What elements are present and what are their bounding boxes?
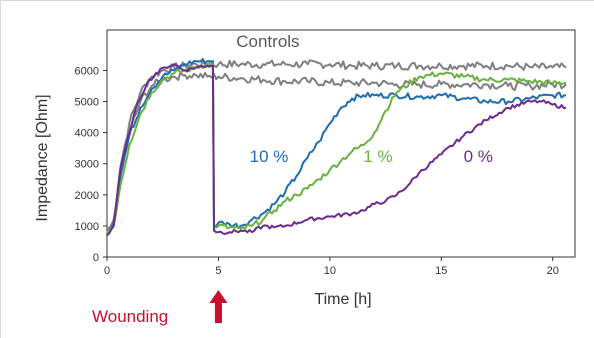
annotation-label: Controls	[236, 32, 299, 51]
frame-left-border	[0, 0, 1, 338]
frame-top-border	[0, 0, 594, 1]
annotation-label: 1 %	[363, 147, 392, 166]
series-line-zero-percent	[106, 63, 567, 236]
series-line-controls	[106, 71, 567, 235]
y-tick-label: 3000	[75, 159, 99, 171]
x-tick-label: 0	[104, 265, 110, 277]
x-tick-label: 15	[435, 265, 447, 277]
annotation-label: 10 %	[250, 147, 289, 166]
series-line-ten-percent	[106, 58, 567, 236]
x-tick-label: 5	[215, 265, 221, 277]
wounding-arrow-shape	[209, 290, 228, 323]
series-layer	[106, 58, 567, 236]
annotation-label: 0 %	[464, 147, 493, 166]
plot-frame	[106, 29, 576, 258]
series-line-controls	[106, 59, 567, 236]
y-tick-label: 6000	[75, 65, 99, 77]
wounding-label: Wounding	[92, 307, 168, 326]
labels-layer: Time [h] Impedance [Ohm] Wounding Contro…	[34, 32, 493, 326]
y-tick-label: 1000	[75, 221, 99, 233]
x-tick-label: 20	[547, 265, 559, 277]
wounding-arrow-icon	[209, 290, 228, 323]
axes-layer: 0 1000 2000 3000 4000 5000 6000 0 5 10 15 20	[75, 29, 576, 277]
y-tick-label: 5000	[75, 97, 99, 109]
y-tick-label: 2000	[75, 190, 99, 202]
y-tick-label: 0	[93, 252, 99, 264]
y-axis-title: Impedance [Ohm]	[34, 94, 51, 221]
y-tick-label: 4000	[75, 128, 99, 140]
x-axis-title: Time [h]	[314, 291, 371, 308]
x-tick-label: 10	[324, 265, 336, 277]
